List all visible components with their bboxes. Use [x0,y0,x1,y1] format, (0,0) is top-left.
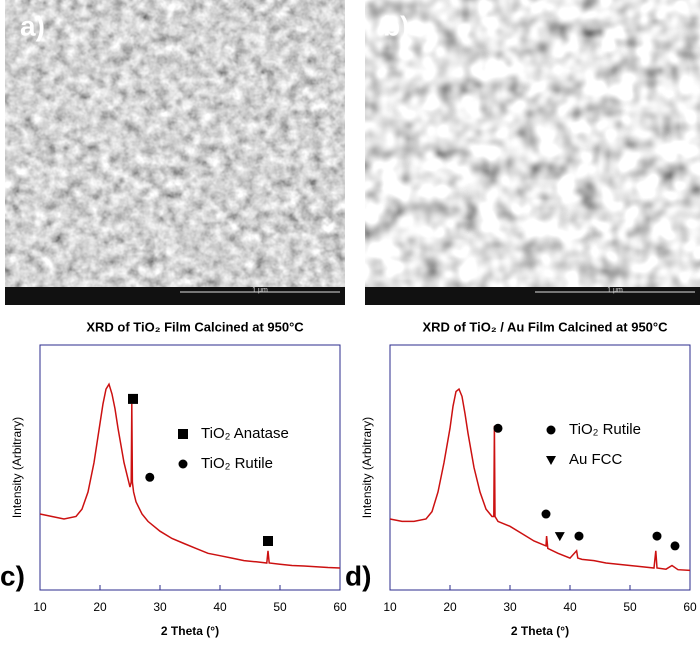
chart-title: XRD of TiO₂ / Au Film Calcined at 950°C [422,319,668,334]
sem-image [5,0,345,305]
legend-label: TiO₂ Rutile [201,455,273,472]
x-tick-label: 50 [273,600,287,614]
x-tick-label: 20 [93,600,107,614]
plot-frame [39,344,341,591]
info-bar [365,287,700,305]
x-tick-label: 40 [563,600,577,614]
legend-label: TiO₂ Anatase [201,425,289,442]
peak-marker [652,531,662,541]
legend-marker [546,425,556,435]
panel-label: d) [345,560,371,591]
x-axis-label: 2 Theta (°) [161,624,219,638]
plot-frame [389,344,691,591]
xrd-line [39,382,341,569]
legend-marker [546,456,556,465]
x-axis-label: 2 Theta (°) [511,624,569,638]
sem-image [365,0,700,305]
peak-marker [145,472,155,482]
x-tick-label: 30 [503,600,517,614]
scale-label: 1 μm [252,287,268,294]
panel-label: b) [383,10,409,41]
peak-marker [554,532,565,542]
legend-marker [178,459,188,469]
panel-label: c) [0,560,25,591]
panel-label: a) [20,10,45,41]
peak-marker [493,423,503,433]
peak-marker [670,541,680,551]
xrd-line [389,387,691,572]
legend-label: TiO₂ Rutile [569,421,641,438]
y-axis-label: Intensity (Arbitrary) [360,417,374,518]
legend-label: Au FCC [569,451,623,468]
peak-marker [128,393,138,404]
x-tick-label: 50 [623,600,637,614]
scale-label: 1 μm [607,287,623,294]
peak-marker [541,509,551,519]
x-tick-label: 10 [33,600,47,614]
x-tick-label: 10 [383,600,397,614]
x-tick-label: 30 [153,600,167,614]
x-tick-label: 40 [213,600,227,614]
x-tick-label: 60 [333,600,347,614]
x-tick-label: 60 [683,600,697,614]
chart-title: XRD of TiO₂ Film Calcined at 950°C [86,319,304,334]
info-bar [5,287,345,305]
peak-marker [263,536,273,546]
legend-marker [178,429,188,439]
peak-marker [574,531,584,541]
y-axis-label: Intensity (Arbitrary) [10,417,24,518]
x-tick-label: 20 [443,600,457,614]
